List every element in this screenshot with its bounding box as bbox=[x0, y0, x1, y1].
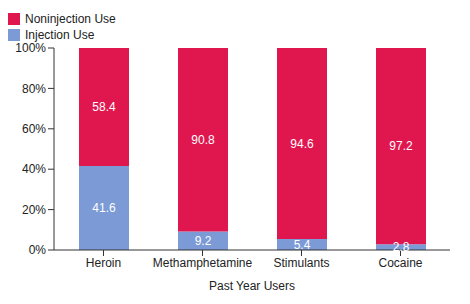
html-text:Injection Use: Injection Use bbox=[25, 28, 95, 42]
svg-text:5.4: 5.4 bbox=[294, 238, 311, 252]
svg-text:2.8: 2.8 bbox=[393, 240, 410, 254]
svg-text:97.2: 97.2 bbox=[389, 139, 413, 153]
svg-text:Heroin: Heroin bbox=[86, 256, 121, 270]
svg-text:9.2: 9.2 bbox=[195, 234, 212, 248]
svg-text:60%: 60% bbox=[22, 122, 46, 136]
svg-text:40%: 40% bbox=[22, 162, 46, 176]
svg-text:Stimulants: Stimulants bbox=[273, 256, 329, 270]
html-text:Noninjection Use: Noninjection Use bbox=[25, 12, 116, 26]
svg-text:80%: 80% bbox=[22, 82, 46, 96]
svg-text:94.6: 94.6 bbox=[290, 137, 314, 151]
svg-text:100%: 100% bbox=[15, 41, 46, 55]
svg-text:Methamphetamine: Methamphetamine bbox=[153, 256, 253, 270]
svg-text:Past Year Users: Past Year Users bbox=[209, 279, 295, 293]
svg-text:0%: 0% bbox=[29, 243, 47, 257]
svg-text:90.8: 90.8 bbox=[191, 133, 215, 147]
svg-text:41.6: 41.6 bbox=[92, 201, 116, 215]
svg-text:58.4: 58.4 bbox=[92, 100, 116, 114]
svg-text:Cocaine: Cocaine bbox=[378, 256, 422, 270]
svg-text:20%: 20% bbox=[22, 203, 46, 217]
